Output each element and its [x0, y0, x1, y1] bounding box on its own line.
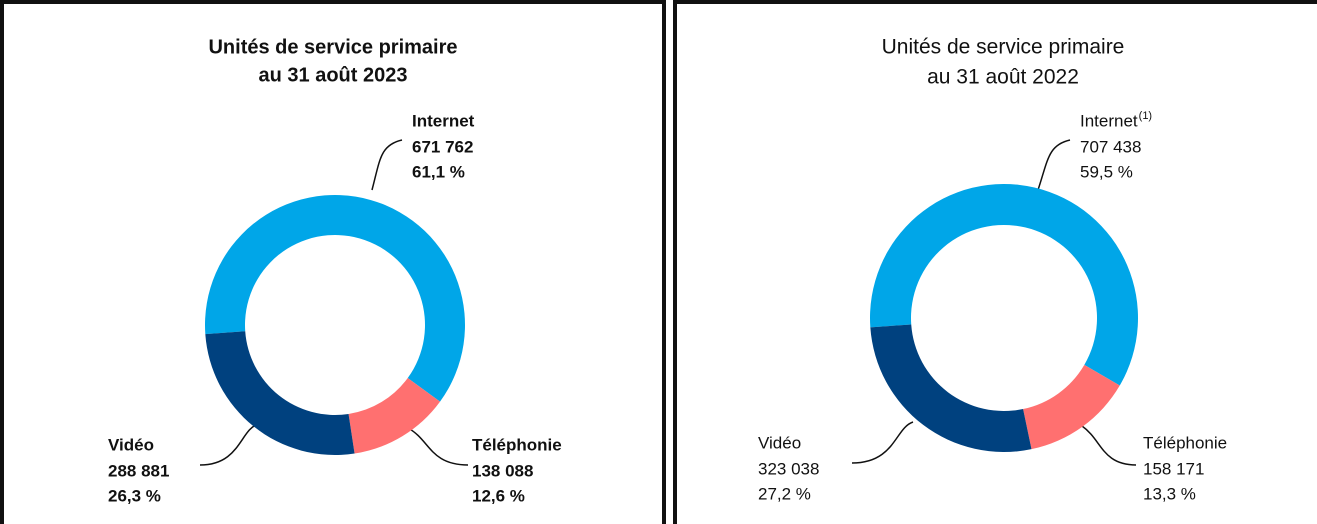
- panel-border: [673, 0, 1317, 524]
- panel: Unités de service primaire au 31 août 202…: [758, 36, 1227, 504]
- footnote-mark: (1): [1139, 110, 1152, 122]
- chart-title: Unités de service primaire: [882, 36, 1125, 59]
- value-label: 288 881: [108, 461, 169, 480]
- donut-segment: [870, 324, 1032, 452]
- value-label: 707 438: [1080, 137, 1141, 156]
- category-label: Internet: [1080, 111, 1138, 130]
- leader-line: [199, 423, 259, 466]
- donut-segment: [205, 195, 466, 402]
- percent-label: 26,3 %: [108, 486, 161, 505]
- percent-label: 27,2 %: [758, 484, 811, 503]
- chart-title: au 31 août 2022: [927, 66, 1079, 89]
- value-label: 323 038: [758, 459, 819, 478]
- chart-title: au 31 août 2023: [259, 64, 408, 86]
- category-label: Téléphonie: [472, 435, 562, 454]
- value-label: 138 088: [472, 461, 533, 480]
- donut-segment: [1023, 364, 1120, 450]
- percent-label: 12,6 %: [472, 486, 525, 505]
- value-label: 671 762: [412, 137, 473, 156]
- category-label: Téléphonie: [1143, 433, 1227, 452]
- percent-label: 13,3 %: [1143, 484, 1196, 503]
- donut-segment: [348, 378, 441, 454]
- category-label: Vidéo: [758, 433, 801, 452]
- leader-line: [407, 427, 469, 466]
- percent-label: 61,1 %: [412, 162, 465, 181]
- donut-segment: [205, 331, 355, 455]
- chart-title: Unités de service primaire: [208, 36, 457, 58]
- value-label: 158 171: [1143, 459, 1204, 478]
- percent-label: 59,5 %: [1080, 162, 1133, 181]
- category-label: Internet: [412, 111, 475, 130]
- leader-line: [851, 421, 914, 464]
- panel: Unités de service primaire au 31 août 202…: [108, 36, 562, 505]
- leader-line: [371, 139, 403, 191]
- panel-border: [0, 0, 666, 524]
- leader-line: [1081, 425, 1137, 466]
- category-label: Vidéo: [108, 435, 154, 454]
- leader-line: [1037, 139, 1071, 191]
- donut-segment: [870, 183, 1138, 386]
